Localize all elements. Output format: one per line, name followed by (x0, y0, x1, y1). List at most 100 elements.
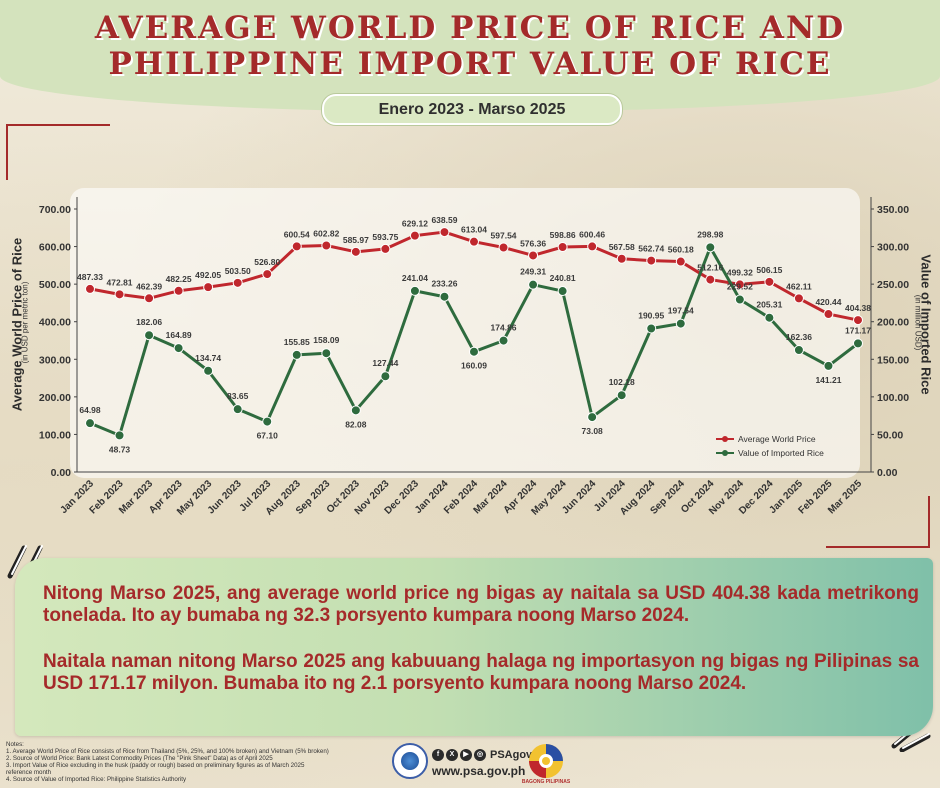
bottom-right-corner-line-h (826, 546, 930, 548)
website-link[interactable]: www.psa.gov.ph (432, 764, 526, 778)
imported-value-data-label: 197.54 (668, 306, 694, 316)
note-item: 2. Source of World Price: Bank Latest Co… (6, 755, 273, 762)
world-price-point (616, 253, 627, 264)
summary-paragraph-2: Naitala naman nitong Marso 2025 ang kabu… (43, 651, 919, 694)
world-price-data-label: 487.33 (77, 272, 103, 282)
world-price-data-label: 492.05 (195, 270, 221, 280)
bagong-pilipinas-logo-icon (529, 744, 563, 778)
world-price-data-label: 598.86 (550, 230, 576, 240)
imported-value-data-label: 240.81 (550, 273, 576, 283)
imported-value-point (853, 338, 863, 349)
legend-label: Average World Price (738, 434, 816, 444)
world-price-data-label: 602.82 (313, 229, 339, 239)
imported-value-data-label: 160.09 (461, 361, 487, 371)
world-price-data-label: 576.36 (520, 238, 546, 248)
facebook-icon[interactable]: f (432, 749, 444, 761)
imported-value-data-label: 182.06 (136, 317, 162, 327)
world-price-point (439, 227, 450, 238)
world-price-data-label: 585.97 (343, 235, 369, 245)
world-price-point (380, 243, 391, 254)
imported-value-data-label: 241.04 (402, 273, 428, 283)
y-left-tick-label: 500.00 (39, 279, 71, 291)
world-price-point (232, 277, 243, 288)
imported-value-data-label: 155.85 (284, 337, 310, 347)
y-right-tick-label: 300.00 (877, 242, 909, 254)
header-band (0, 0, 940, 112)
imported-value-data-label: 171.17 (845, 325, 871, 335)
imported-value-point (646, 323, 657, 334)
world-price-data-label: 600.46 (579, 229, 605, 239)
imported-value-point (734, 294, 745, 305)
x-icon[interactable]: X (446, 749, 458, 761)
world-price-data-label: 638.59 (431, 215, 457, 225)
summary-text-box: Nitong Marso 2025, ang average world pri… (15, 558, 933, 736)
world-price-point (409, 230, 420, 241)
world-price-point (705, 274, 716, 285)
imported-value-point (173, 343, 184, 354)
labels-layer: 487.33 472.81 462.39 482.25 492.05 503.50526.… (77, 215, 871, 454)
world-price-point (734, 279, 745, 290)
imported-value-data-label: 141.21 (815, 375, 841, 385)
top-left-corner-line-v (6, 124, 8, 180)
imported-value-data-label: 162.36 (786, 332, 812, 342)
world-price-data-label: 600.54 (284, 229, 310, 239)
imported-value-point (409, 285, 420, 296)
world-price-data-label: 462.11 (786, 281, 812, 291)
world-price-data-label: 560.18 (668, 245, 694, 255)
imported-value-point (439, 291, 450, 302)
imported-value-point (498, 335, 509, 346)
y-axis-left-sublabel: (in USD per metric ton) (20, 281, 30, 364)
imported-value-data-label: 134.74 (195, 353, 221, 363)
imported-value-data-label: 249.31 (520, 267, 546, 277)
y-axis-right-sublabel: (in million USD) (913, 294, 923, 351)
imported-value-point (291, 349, 302, 360)
notes-heading: Notes: (6, 741, 24, 748)
y-right-tick-label: 350.00 (877, 204, 909, 216)
imported-value-point (262, 416, 273, 427)
world-price-data-label: 420.44 (815, 297, 841, 307)
summary-paragraph-1: Nitong Marso 2025, ang average world pri… (43, 583, 919, 626)
bottom-right-corner-line-v (928, 496, 930, 548)
y-right-tick-label: 150.00 (877, 354, 909, 366)
imported-value-point (528, 279, 539, 290)
imported-value-data-label: 174.86 (491, 323, 517, 333)
chart-legend: Average World Price Value of Imported Ric… (716, 434, 824, 458)
y-right-tick-label: 250.00 (877, 279, 909, 291)
youtube-icon[interactable]: ▶ (460, 749, 472, 761)
world-price-point (144, 293, 155, 304)
world-price-data-label: 462.39 (136, 281, 162, 291)
world-price-data-label: 512.16 (697, 263, 723, 273)
y-right-tick-label: 100.00 (877, 392, 909, 404)
world-price-data-label: 629.12 (402, 219, 428, 229)
world-price-data-label: 567.58 (609, 242, 635, 252)
world-price-point (85, 283, 95, 294)
y-left-tick-label: 0.00 (51, 467, 72, 479)
line-chart: 0.00 100.00 200.00 300.00 400.00 500.00 600.00… (39, 197, 909, 518)
instagram-icon[interactable]: ◎ (474, 749, 486, 761)
world-price-point (528, 250, 539, 261)
psa-logo-icon (392, 743, 428, 779)
world-price-data-label: 404.38 (845, 303, 871, 313)
imported-value-point (114, 430, 125, 441)
note-item: 1. Average World Price of Rice consists … (6, 748, 329, 755)
imported-value-point (144, 330, 155, 341)
world-price-data-label: 506.15 (756, 265, 782, 275)
y-left-tick-label: 700.00 (39, 204, 71, 216)
world-price-point (675, 256, 686, 267)
imported-value-data-label: 67.10 (257, 431, 279, 441)
y-right-tick-label: 0.00 (877, 467, 898, 479)
bagong-pilipinas-text: BAGONG PILIPINAS (521, 779, 571, 785)
world-price-point (498, 242, 509, 253)
y-right-tick-label: 50.00 (877, 429, 903, 441)
note-item: reference month (6, 769, 52, 776)
world-price-data-label: 472.81 (107, 277, 133, 287)
world-price-point (114, 289, 125, 300)
imported-value-data-label: 158.09 (313, 335, 339, 345)
world-price-data-label: 593.75 (372, 232, 398, 242)
world-price-point (262, 269, 273, 280)
imported-value-point (557, 286, 568, 297)
title-line-1: AVERAGE WORLD PRICE OF RICE AND (94, 10, 846, 46)
legend-swatch-dot (722, 436, 728, 442)
world-price-point (557, 241, 568, 252)
imported-value-point (232, 404, 243, 415)
